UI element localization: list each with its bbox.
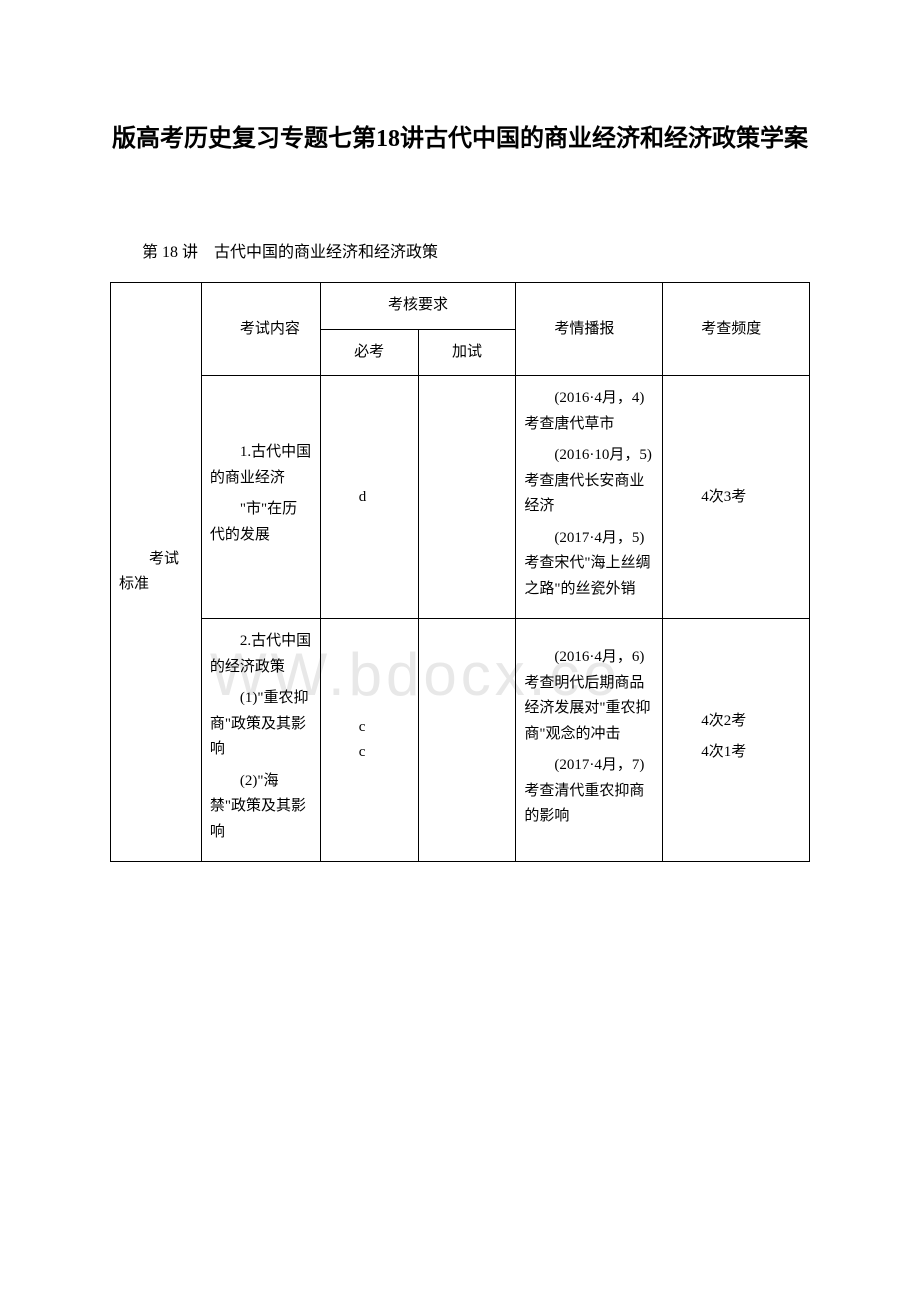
jiashi-cell-1 <box>418 376 516 619</box>
exam-standards-table: 考试标准 考试内容 考核要求 考情播报 考查频度 必考 加试 1.古代 <box>110 282 810 862</box>
kaoqing-cell-2: (2016·4月，6)考查明代后期商品经济发展对"重农抑商"观念的冲击 (201… <box>516 619 663 862</box>
pindu-2a: 4次2考 <box>671 709 801 735</box>
row-label-text: 考试标准 <box>119 547 193 598</box>
kaoqing-2b: (2017·4月，7)考查清代重农抑商的影响 <box>524 753 654 830</box>
header-content: 考试内容 <box>201 283 320 376</box>
kaoqing-1a: (2016·4月，4)考查唐代草市 <box>524 386 654 437</box>
content-1-main: 1.古代中国的商业经济 <box>210 440 312 491</box>
header-kaoqing-text: 考情播报 <box>524 317 654 343</box>
document-title: 版高考历史复习专题七第18讲古代中国的商业经济和经济政策学案 <box>110 120 810 158</box>
bikao-cell-1: d <box>320 376 418 619</box>
content-cell-1: 1.古代中国的商业经济 "市"在历代的发展 <box>201 376 320 619</box>
header-pindu-text: 考查频度 <box>671 317 801 343</box>
lecture-subtitle: 第 18 讲 古代中国的商业经济和经济政策 <box>110 238 810 262</box>
pindu-cell-1: 4次3考 <box>663 376 810 619</box>
table-header-row-1: 考试标准 考试内容 考核要求 考情播报 考查频度 <box>111 283 810 330</box>
kaoqing-2a: (2016·4月，6)考查明代后期商品经济发展对"重农抑商"观念的冲击 <box>524 645 654 747</box>
header-pindu: 考查频度 <box>663 283 810 376</box>
content-cell-2: 2.古代中国的经济政策 (1)"重农抑商"政策及其影响 (2)"海禁"政策及其影… <box>201 619 320 862</box>
content-1-sub: "市"在历代的发展 <box>210 497 312 548</box>
pindu-cell-2: 4次2考 4次1考 <box>663 619 810 862</box>
bikao-2b: c <box>329 740 410 766</box>
header-kaoqing: 考情播报 <box>516 283 663 376</box>
table-row: 2.古代中国的经济政策 (1)"重农抑商"政策及其影响 (2)"海禁"政策及其影… <box>111 619 810 862</box>
content-2-sub2: (2)"海禁"政策及其影响 <box>210 769 312 846</box>
content-2-sub1: (1)"重农抑商"政策及其影响 <box>210 686 312 763</box>
pindu-2b: 4次1考 <box>671 740 801 766</box>
kaoqing-1c: (2017·4月，5)考查宋代"海上丝绸之路"的丝瓷外销 <box>524 526 654 603</box>
kaoqing-1b: (2016·10月，5)考查唐代长安商业经济 <box>524 443 654 520</box>
kaoqing-cell-1: (2016·4月，4)考查唐代草市 (2016·10月，5)考查唐代长安商业经济… <box>516 376 663 619</box>
bikao-cell-2: c c <box>320 619 418 862</box>
content-2-main: 2.古代中国的经济政策 <box>210 629 312 680</box>
row-label-cell: 考试标准 <box>111 283 202 862</box>
header-content-text: 考试内容 <box>210 317 312 343</box>
pindu-1-text: 4次3考 <box>671 485 801 511</box>
table-row: 1.古代中国的商业经济 "市"在历代的发展 d (2016·4月，4)考查唐代草… <box>111 376 810 619</box>
bikao-2a: c <box>329 715 410 741</box>
header-requirement-merged: 考核要求 <box>320 283 516 330</box>
header-jiashi: 加试 <box>418 329 516 376</box>
bikao-1-text: d <box>329 485 410 511</box>
jiashi-cell-2 <box>418 619 516 862</box>
header-bikao: 必考 <box>320 329 418 376</box>
